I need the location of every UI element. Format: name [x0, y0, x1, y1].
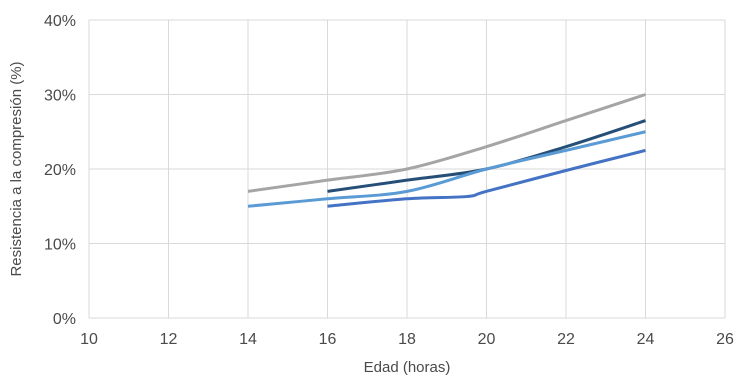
x-tick-label: 22: [557, 331, 575, 348]
x-axis-ticks: 10 12 14 16 18 20 22 24 26: [80, 331, 734, 348]
x-tick-label: 14: [239, 331, 257, 348]
series-line-1: [247, 93, 646, 193]
x-tick-label: 16: [319, 331, 337, 348]
y-tick-label: 30%: [44, 88, 76, 105]
x-tick-label: 26: [716, 331, 734, 348]
y-axis-label: Resistencia a la compresión (%): [8, 61, 25, 276]
y-tick-label: 10%: [44, 237, 76, 254]
x-tick-label: 10: [80, 331, 98, 348]
series-layer: [247, 93, 646, 208]
series-line-4: [327, 148, 646, 208]
series-line-3: [247, 130, 646, 208]
x-tick-label: 18: [398, 331, 416, 348]
y-tick-label: 20%: [44, 162, 76, 179]
y-axis-ticks: 0% 10% 20% 30% 40%: [44, 13, 76, 328]
x-tick-label: 20: [478, 331, 496, 348]
x-tick-label: 24: [637, 331, 655, 348]
y-tick-label: 0%: [53, 311, 76, 328]
x-axis-label: Edad (horas): [364, 359, 451, 376]
x-tick-label: 12: [160, 331, 178, 348]
y-tick-label: 40%: [44, 13, 76, 30]
